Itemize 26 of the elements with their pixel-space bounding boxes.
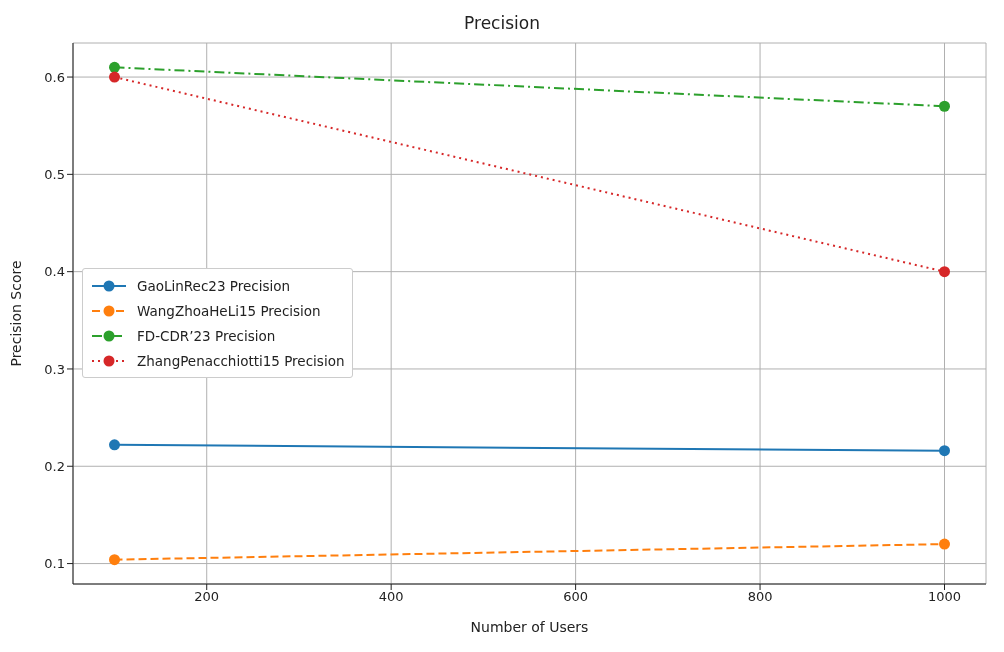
- x-tick-label: 600: [563, 589, 589, 605]
- x-tick-label: 400: [378, 589, 404, 605]
- y-axis-title: Precision Score: [7, 260, 24, 367]
- y-tick-label: 0.2: [44, 458, 65, 474]
- legend-label: WangZhoaHeLi15 Precision: [137, 302, 321, 319]
- y-tick-label: 0.1: [44, 556, 65, 572]
- x-tick-label: 200: [194, 589, 220, 605]
- point: [109, 71, 120, 83]
- point: [109, 554, 120, 566]
- point: [939, 100, 950, 112]
- legend-label: ZhangPenacchiotti15 Precision: [137, 352, 345, 369]
- y-tick-label: 0.4: [44, 264, 65, 280]
- legend-label: GaoLinRec23 Precision: [137, 277, 291, 294]
- point: [939, 538, 950, 550]
- point: [939, 445, 950, 457]
- point: [109, 439, 120, 451]
- x-axis-title: Number of Users: [470, 619, 589, 635]
- point: [939, 266, 950, 278]
- x-tick-label: 800: [747, 589, 773, 605]
- point: [109, 61, 120, 73]
- chart-title: Precision: [463, 12, 541, 35]
- legend-label: FD-CDR’23 Precision: [137, 327, 276, 344]
- y-tick-label: 0.5: [44, 166, 65, 182]
- y-tick-label: 0.3: [44, 361, 65, 377]
- y-tick-label: 0.6: [44, 69, 65, 85]
- x-tick-label: 1000: [927, 589, 962, 605]
